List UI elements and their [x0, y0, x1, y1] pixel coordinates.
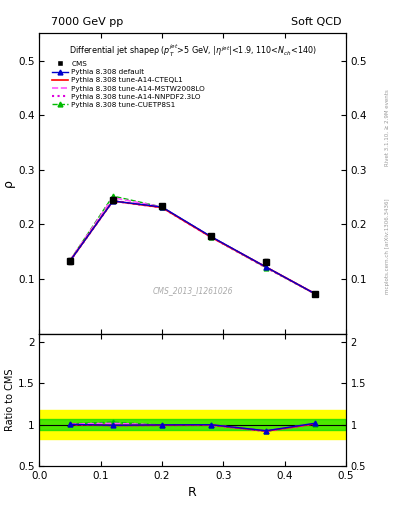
Line: Pythia 8.308 tune-A14-CTEQL1: Pythia 8.308 tune-A14-CTEQL1 — [70, 201, 315, 294]
Pythia 8.308 tune-A14-CTEQL1 — [313, 291, 318, 297]
Line: Pythia 8.308 tune-A14-NNPDF2.3LO: Pythia 8.308 tune-A14-NNPDF2.3LO — [70, 201, 315, 294]
Pythia 8.308 tune-A14-NNPDF2.3LO — [313, 291, 318, 297]
Pythia 8.308 tune-A14-NNPDF2.3LO — [209, 234, 213, 240]
Pythia 8.308 tune-A14-MSTW2008LO — [110, 195, 115, 201]
Pythia 8.308 tune-CUETP8S1 — [68, 258, 72, 264]
Pythia 8.308 tune-A14-CTEQL1 — [160, 204, 164, 210]
Pythia 8.308 tune-A14-MSTW2008LO — [68, 258, 72, 264]
Pythia 8.308 tune-A14-NNPDF2.3LO — [68, 258, 72, 264]
Pythia 8.308 tune-A14-NNPDF2.3LO — [264, 265, 268, 271]
Pythia 8.308 tune-A14-MSTW2008LO — [209, 234, 213, 240]
Text: 7000 GeV pp: 7000 GeV pp — [51, 16, 123, 27]
Pythia 8.308 default — [110, 198, 115, 204]
Pythia 8.308 tune-A14-MSTW2008LO — [313, 291, 318, 297]
Pythia 8.308 default — [313, 291, 318, 297]
Pythia 8.308 tune-CUETP8S1 — [160, 204, 164, 210]
Pythia 8.308 tune-CUETP8S1 — [110, 193, 115, 199]
Pythia 8.308 tune-A14-CTEQL1 — [264, 264, 268, 270]
Line: Pythia 8.308 default: Pythia 8.308 default — [68, 199, 318, 296]
Pythia 8.308 tune-A14-CTEQL1 — [68, 258, 72, 264]
Pythia 8.308 default — [68, 258, 72, 264]
Line: Pythia 8.308 tune-CUETP8S1: Pythia 8.308 tune-CUETP8S1 — [68, 194, 318, 296]
Pythia 8.308 tune-CUETP8S1 — [264, 265, 268, 271]
Text: Soft QCD: Soft QCD — [292, 16, 342, 27]
Pythia 8.308 tune-A14-NNPDF2.3LO — [160, 204, 164, 210]
Y-axis label: ρ: ρ — [2, 180, 15, 187]
Text: Differential jet shapeρ ($p_T^{jet}$>5 GeV, $|\eta^{jet}|$<1.9, 110<$N_{ch}$<140: Differential jet shapeρ ($p_T^{jet}$>5 G… — [69, 42, 316, 58]
Y-axis label: Ratio to CMS: Ratio to CMS — [5, 369, 15, 431]
Pythia 8.308 tune-A14-MSTW2008LO — [160, 204, 164, 210]
Pythia 8.308 tune-A14-CTEQL1 — [209, 234, 213, 240]
Pythia 8.308 tune-A14-MSTW2008LO — [264, 264, 268, 270]
Line: Pythia 8.308 tune-A14-MSTW2008LO: Pythia 8.308 tune-A14-MSTW2008LO — [70, 198, 315, 294]
Pythia 8.308 default — [209, 233, 213, 240]
Pythia 8.308 tune-A14-CTEQL1 — [110, 198, 115, 204]
Pythia 8.308 tune-CUETP8S1 — [313, 291, 318, 297]
Text: Rivet 3.1.10, ≥ 2.9M events: Rivet 3.1.10, ≥ 2.9M events — [385, 90, 389, 166]
Pythia 8.308 default — [160, 204, 164, 210]
Text: mcplots.cern.ch [arXiv:1306.3436]: mcplots.cern.ch [arXiv:1306.3436] — [385, 198, 389, 293]
Text: CMS_2013_I1261026: CMS_2013_I1261026 — [152, 286, 233, 295]
Pythia 8.308 default — [264, 264, 268, 270]
Legend: CMS, Pythia 8.308 default, Pythia 8.308 tune-A14-CTEQL1, Pythia 8.308 tune-A14-M: CMS, Pythia 8.308 default, Pythia 8.308 … — [49, 58, 208, 111]
Pythia 8.308 tune-A14-NNPDF2.3LO — [110, 198, 115, 204]
Pythia 8.308 tune-CUETP8S1 — [209, 234, 213, 240]
X-axis label: R: R — [188, 486, 197, 499]
